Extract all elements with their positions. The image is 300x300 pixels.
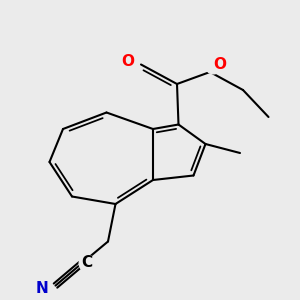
Text: C: C (81, 255, 93, 270)
Text: O: O (213, 57, 226, 72)
Text: N: N (36, 281, 48, 296)
Text: O: O (121, 54, 134, 69)
